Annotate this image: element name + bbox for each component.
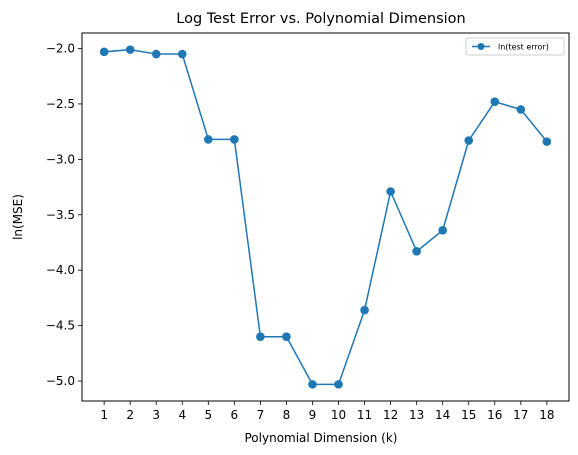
x-tick-label: 12 xyxy=(383,408,398,422)
y-tick-label: −2.5 xyxy=(46,97,75,111)
data-point xyxy=(438,226,447,235)
data-point xyxy=(412,247,421,256)
x-axis: 1 2 3 4 5 6 7 8 9 10 11 12 13 14 15 16 17 18 xyxy=(100,401,555,422)
series-line xyxy=(104,48,548,386)
data-point xyxy=(125,45,135,54)
x-tick-label: 18 xyxy=(539,408,554,422)
data-point xyxy=(308,380,317,389)
legend-label: ln(test error) xyxy=(498,43,549,52)
data-point xyxy=(151,49,161,59)
x-tick-label: 8 xyxy=(283,408,291,422)
data-point xyxy=(542,137,552,146)
data-point xyxy=(334,380,343,389)
x-tick-label: 1 xyxy=(100,408,108,422)
legend-box xyxy=(465,37,565,56)
data-point xyxy=(360,305,369,315)
x-tick-label: 4 xyxy=(178,408,186,422)
data-point xyxy=(256,332,265,342)
x-tick-label: 11 xyxy=(357,408,372,422)
y-tick-label: −3.0 xyxy=(46,152,75,166)
chart-title: Log Test Error vs. Polynomial Dimension xyxy=(176,11,466,27)
x-tick-label: 2 xyxy=(126,408,134,422)
data-point xyxy=(204,135,213,144)
legend: ln(test error) xyxy=(465,37,565,56)
series-layer xyxy=(99,45,552,389)
data-point xyxy=(99,47,109,57)
x-tick-label: 17 xyxy=(513,408,528,422)
plot-frame xyxy=(81,32,570,402)
x-tick-label: 7 xyxy=(257,408,265,422)
y-tick-label: −2.0 xyxy=(46,42,75,56)
y-axis: −2.0 −2.5 −3.0 −3.5 −4.0 −4.5 −5.0 xyxy=(46,42,82,388)
x-tick-label: 6 xyxy=(231,408,239,422)
data-point xyxy=(464,136,474,145)
data-point xyxy=(230,135,239,144)
y-tick-label: −4.5 xyxy=(46,319,75,333)
y-tick-label: −5.0 xyxy=(46,374,75,388)
data-point xyxy=(490,97,500,107)
x-tick-label: 13 xyxy=(409,408,424,422)
y-tick-label: −4.0 xyxy=(46,263,75,277)
x-tick-label: 16 xyxy=(487,408,502,422)
x-tick-label: 15 xyxy=(461,408,476,422)
y-axis-label: ln(MSE) xyxy=(11,194,25,240)
x-tick-label: 9 xyxy=(309,408,317,422)
x-tick-label: 10 xyxy=(331,408,346,422)
x-tick-label: 5 xyxy=(204,408,212,422)
data-point xyxy=(177,49,187,59)
legend-marker xyxy=(477,43,485,50)
x-tick-label: 3 xyxy=(152,408,160,422)
data-point xyxy=(282,332,291,342)
x-axis-label: Polynomial Dimension (k) xyxy=(245,431,398,445)
data-point xyxy=(516,105,526,114)
x-tick-label: 14 xyxy=(435,408,450,422)
data-point xyxy=(386,187,395,196)
y-tick-label: −3.5 xyxy=(46,208,75,222)
